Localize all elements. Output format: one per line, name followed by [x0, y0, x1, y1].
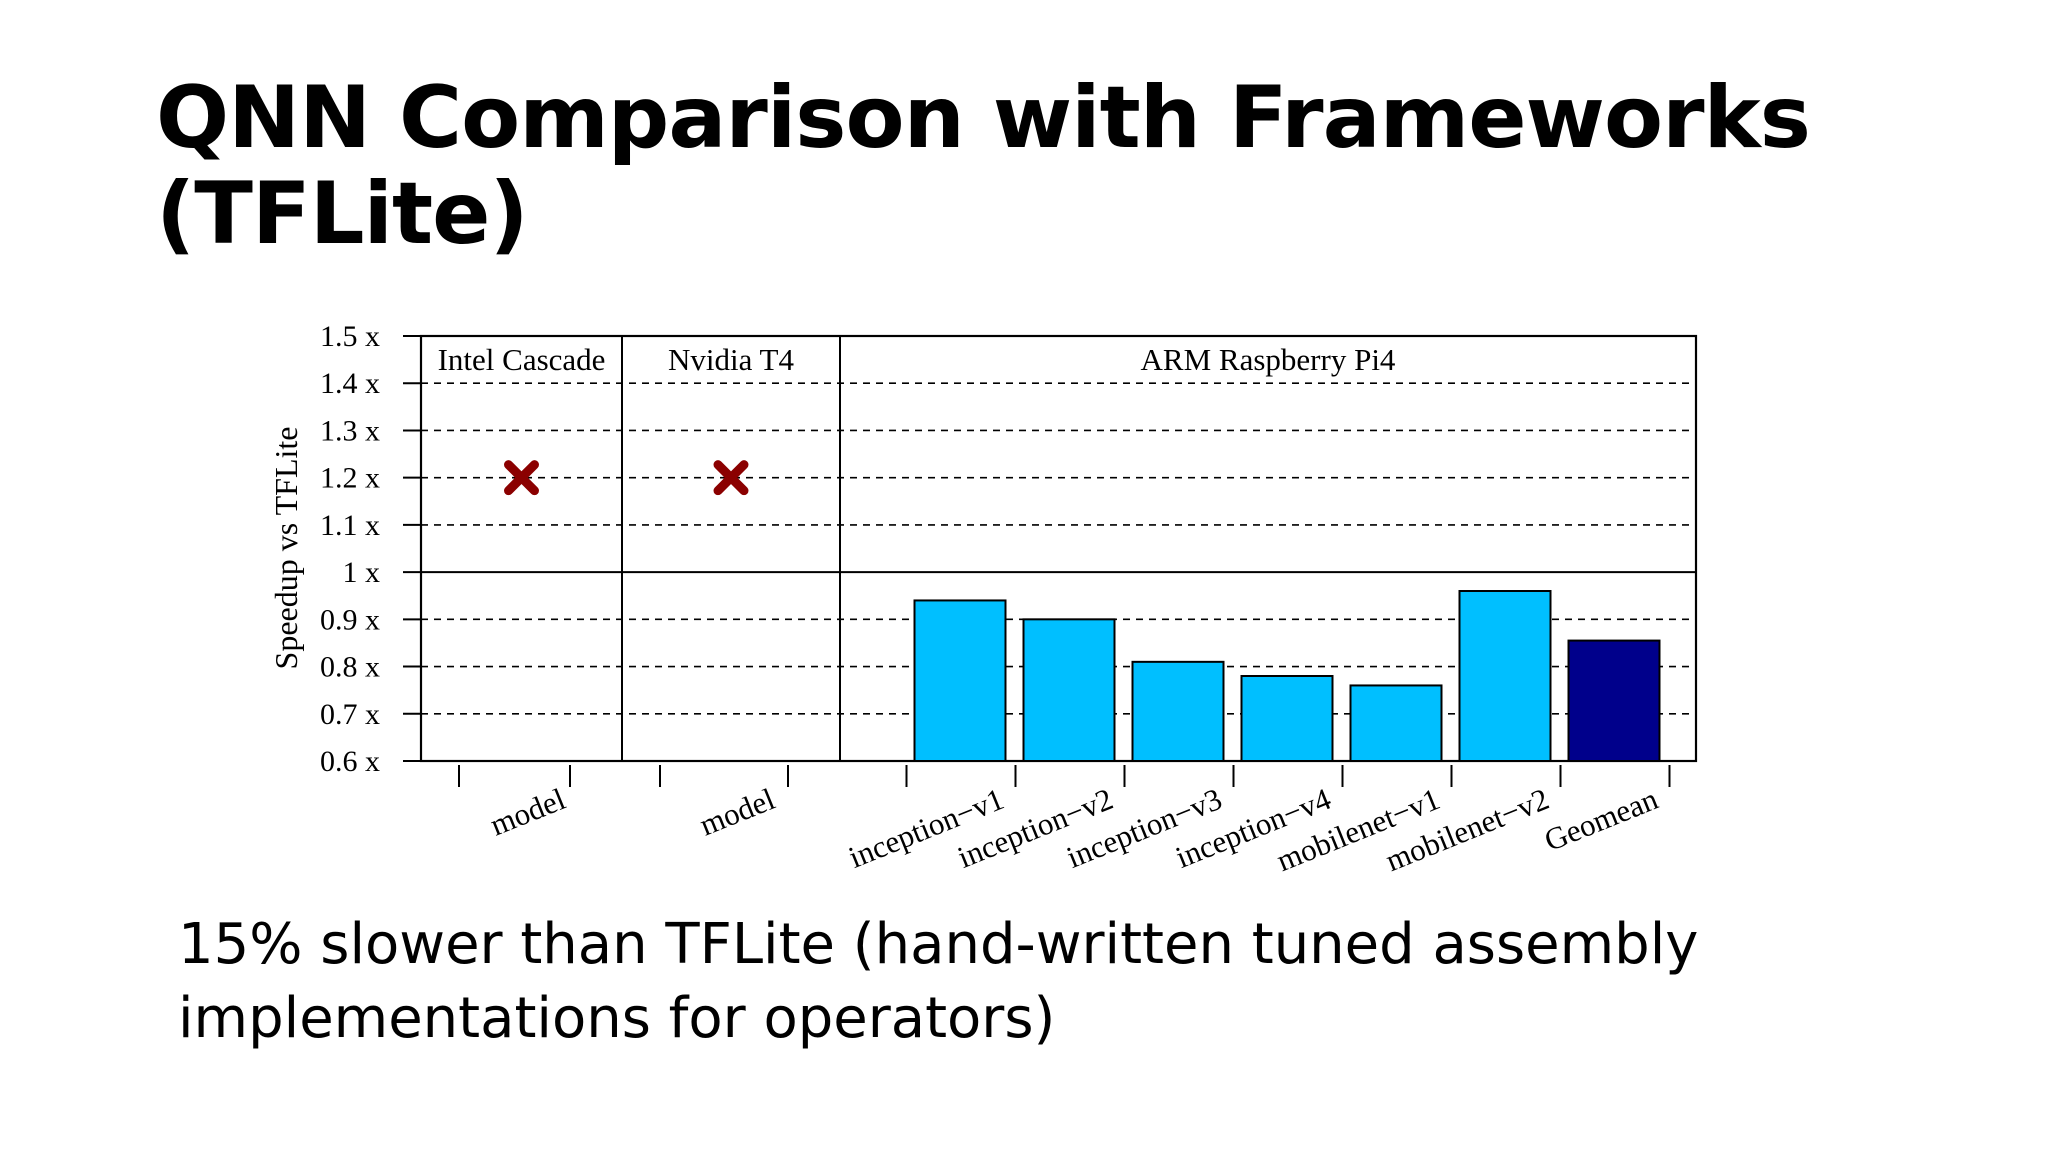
x-category-label: Geomean [1539, 781, 1663, 858]
panel-label: Nvidia T4 [668, 342, 794, 377]
slide-title-line-1: QNN Comparison with Frameworks [156, 68, 1811, 168]
y-tick-label: 1.1 x [320, 509, 380, 542]
y-tick-label: 1.2 x [320, 462, 380, 495]
y-tick-label: 1.4 x [320, 367, 380, 400]
slide-title: QNN Comparison with Frameworks (TFLite) [156, 68, 1811, 264]
bar [1022, 618, 1116, 762]
y-tick-label: 0.9 x [320, 603, 380, 636]
bar [1349, 684, 1443, 763]
panel-label: ARM Raspberry Pi4 [1141, 342, 1396, 377]
bar [1240, 675, 1334, 762]
y-tick-label: 1.3 x [320, 414, 380, 447]
x-category-label: model [695, 781, 780, 842]
y-tick-label: 0.7 x [320, 698, 380, 731]
y-axis-label: Speedup vs TFLite [268, 427, 304, 670]
slide-title-line-2: (TFLite) [156, 164, 529, 264]
bar [1458, 590, 1552, 762]
panel-label: Intel Cascade [438, 342, 606, 377]
slide-caption-line-1: 15% slower than TFLite (hand-written tun… [178, 912, 1699, 977]
y-tick-label: 0.6 x [320, 745, 380, 778]
bar [1131, 660, 1225, 762]
panel-label-backing [664, 342, 799, 377]
y-tick-label: 1 x [343, 556, 381, 589]
y-tick-label: 0.8 x [320, 651, 380, 684]
x-marker [713, 460, 749, 496]
x-marker [504, 460, 539, 496]
bar [1567, 639, 1661, 762]
y-tick-label: 1.5 x [320, 320, 380, 353]
panel-label-backing [433, 342, 610, 377]
x-marker-stroke [504, 460, 539, 496]
panel-label-backing [1136, 342, 1400, 377]
x-marker-stroke [713, 460, 749, 496]
x-category-label: model [485, 781, 570, 842]
bar [913, 599, 1007, 763]
slide-caption-line-2: implementations for operators) [178, 986, 1056, 1051]
slide-caption: 15% slower than TFLite (hand-written tun… [178, 908, 1698, 1056]
